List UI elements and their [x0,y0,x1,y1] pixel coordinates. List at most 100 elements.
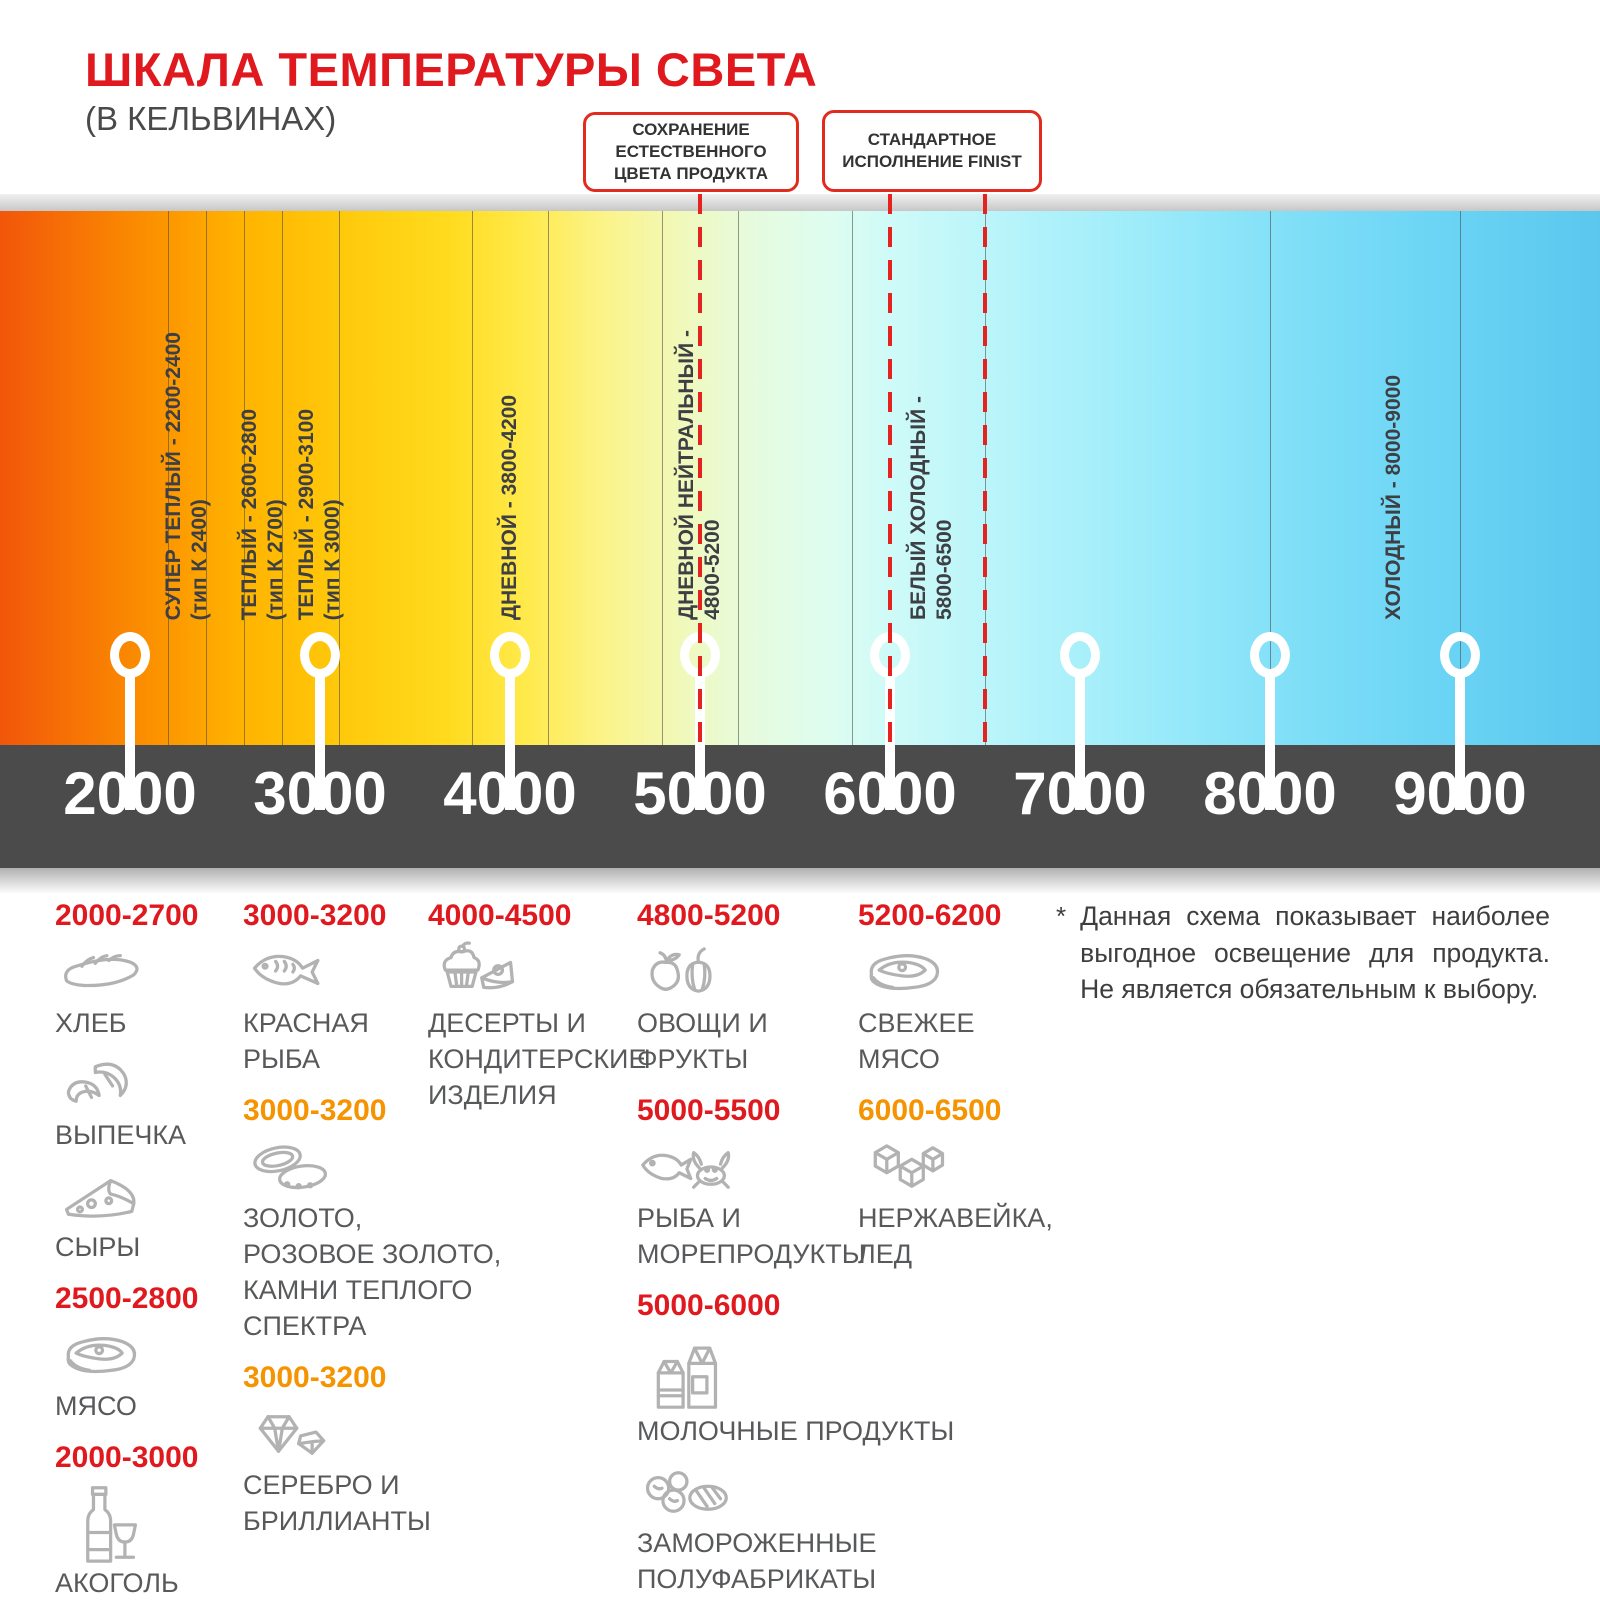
dessert-icon [428,941,633,1003]
band-boundary-line [1270,211,1271,745]
legend-item-label: РЫБА И МОРЕПРОДУКТЫ [637,1203,866,1269]
legend-item-label: ВЫПЕЧКА [55,1120,187,1150]
page-subtitle: (В КЕЛЬВИНАХ) [85,100,337,137]
legend-column: 4000-4500 ДЕСЕРТЫ И КОНДИТЕРСКИЕ ИЗДЕЛИЯ [428,898,646,1129]
fruits-icon [637,941,857,1003]
footnote-text: Данная схема показывает наиболее выгодно… [1080,901,1550,1005]
band-label: ТЕПЛЫЙ - 2900-3100 (тип К 3000) [294,409,347,620]
band-label-name: СУПЕР ТЕПЛЫЙ - 2200-2400 [161,331,185,620]
band-label-name: ТЕПЛЫЙ - 2900-3100 [294,408,318,620]
callout-marker-line [698,194,702,745]
band-boundary-line [1460,211,1461,745]
band-boundary-line [206,211,207,745]
alcohol-icon [55,1483,235,1563]
pin-head [1440,632,1480,678]
legend-range-heading: 5000-5500 [637,1094,781,1127]
legend-item-label: ХЛЕБ [55,1008,127,1038]
band-boundary-line [339,211,340,745]
legend-group: 2000-3000 АКОГОЛЬ [55,1440,235,1600]
meat-icon [858,941,1053,1003]
scale-pin [1440,632,1480,810]
legend-range-heading: 5000-6000 [637,1289,781,1322]
pin-head [1060,632,1100,678]
band-boundary-line [852,211,853,745]
legend-item-label: МОЛОЧНЫЕ ПРОДУКТЫ [637,1416,955,1446]
ice-icon [858,1136,1053,1198]
band-label: СУПЕР ТЕПЛЫЙ - 2200-2400 (тип К 2400) [161,332,214,620]
band-boundary-line [168,211,169,745]
legend-column: 3000-3200 КРАСНАЯ РЫБА 3000-3200 ЗОЛОТО, РО… [243,898,501,1555]
legend-range-heading: 3000-3200 [243,899,387,932]
legend-item-label: ЗОЛОТО, РОЗОВОЕ ЗОЛОТО, КАМНИ ТЕПЛОГО СП… [243,1203,502,1341]
footnote-asterisk: * [1056,901,1067,931]
band-label-range: 4800-5200 [701,519,724,620]
legend-item-label: ДЕСЕРТЫ И КОНДИТЕРСКИЕ ИЗДЕЛИЯ [428,1008,647,1110]
legend-group: 5000-5500 РЫБА И МОРЕПРОДУКТЫ [637,1093,866,1272]
band-boundary-line [472,211,473,745]
fish-icon [243,941,483,1003]
milk-icon [637,1331,857,1411]
legend-column: 5200-6200 СВЕЖЕЕ МЯСО 6000-6500 НЕРЖАВЕЙКА,… [858,898,1053,1288]
legend-group: 6000-6500 НЕРЖАВЕЙКА, ЛЕД [858,1093,1053,1272]
band-label-name: ДНЕВНОЙ НЕЙТРАЛЬНЫЙ - [674,330,698,620]
scale-pin [110,632,150,810]
jewelry-icon [243,1136,483,1198]
band-label-name: ДНЕВНОЙ - 3800-4200 [497,395,521,620]
legend-column: 4800-5200 ОВОЩИ И ФРУКТЫ 5000-5500 РЫБА И М… [637,898,954,1600]
band-boundary-line [282,211,283,745]
band-label-range: (тип К 3000) [321,498,344,620]
legend-range-heading: 4000-4500 [428,899,572,932]
legend-group: 2500-2800 МЯСО [55,1281,235,1424]
scale-pin [1250,632,1290,810]
callout-natural-color: СОХРАНЕНИЕ ЕСТЕСТВЕННОГО ЦВЕТА ПРОДУКТА [583,112,799,192]
pin-head [300,632,340,678]
temperature-gradient-strip: СУПЕР ТЕПЛЫЙ - 2200-2400 (тип К 2400) ТЕПЛ… [0,211,1600,745]
legend-group: 5000-6000 МОЛОЧНЫЕ ПРОДУКТЫ ЗАМОРОЖЕННЫЕ П… [637,1288,954,1597]
callout-natural-color-text: СОХРАНЕНИЕ ЕСТЕСТВЕННОГО ЦВЕТА ПРОДУКТА [614,119,768,184]
legend-item-label: ОВОЩИ И ФРУКТЫ [637,1008,768,1074]
band-label: БЕЛЫЙ ХОЛОДНЫЙ -5800-6500 [906,396,959,620]
page-title: ШКАЛА ТЕМПЕРАТУРЫ СВЕТА [85,43,818,96]
band-boundary-line [548,211,549,745]
legend-range-heading: 4800-5200 [637,899,781,932]
legend-item-label: ЗАМОРОЖЕННЫЕ ПОЛУФАБРИКАТЫ [637,1528,877,1594]
legend-column: 2000-2700 ХЛЕБ ВЫПЕЧКА СЫРЫ 2500-2800 МЯСО 200… [55,898,235,1600]
pin-stem [1075,676,1085,810]
band-label-name: ТЕПЛЫЙ - 2600-2800 [237,408,261,620]
band-boundary-line [662,211,663,745]
pin-head [110,632,150,678]
band-label-name: ХОЛОДНЫЙ - 8000-9000 [1381,375,1405,620]
legend-item-label: АКОГОЛЬ [55,1568,179,1598]
legend-item-label: СВЕЖЕЕ МЯСО [858,1008,975,1074]
diamond-icon [243,1403,483,1465]
pin-head [1250,632,1290,678]
pin-stem [1455,676,1465,810]
pin-stem [125,676,135,810]
legend-item-label: КРАСНАЯ РЫБА [243,1008,369,1074]
band-label-range: (тип К 2700) [264,498,287,620]
bread-icon [55,941,235,1003]
legend-range-heading: 6000-6500 [858,1094,1002,1127]
legend-group: 5200-6200 СВЕЖЕЕ МЯСО [858,898,1053,1077]
legend-group: 3000-3200 ЗОЛОТО, РОЗОВОЕ ЗОЛОТО, КАМНИ Т… [243,1093,501,1344]
cheese-icon [55,1165,235,1227]
pin-stem [1265,676,1275,810]
legend-item-label: СЫРЫ [55,1232,141,1262]
bar-bottom-shadow [0,868,1600,894]
band-label: ХОЛОДНЫЙ - 8000-9000 [1380,375,1406,620]
frozen-icon [637,1461,857,1523]
band-label-range: (тип К 2400) [188,498,211,620]
legend-item-label: МЯСО [55,1391,137,1421]
legend-group: 4000-4500 ДЕСЕРТЫ И КОНДИТЕРСКИЕ ИЗДЕЛИЯ [428,898,646,1113]
band-label: ТЕПЛЫЙ - 2600-2800 (тип К 2700) [237,409,290,620]
legend-group: 3000-3200 КРАСНАЯ РЫБА [243,898,483,1077]
legend-item-label: СЕРЕБРО И БРИЛЛИАНТЫ [243,1470,431,1536]
band-label-name: БЕЛЫЙ ХОЛОДНЫЙ - [906,396,930,620]
legend-group: 3000-3200 СЕРЕБРО И БРИЛЛИАНТЫ [243,1360,483,1539]
legend-group: 2000-2700 ХЛЕБ ВЫПЕЧКА СЫРЫ [55,898,235,1265]
band-label-range: 5800-6500 [932,519,956,620]
legend-item-label: НЕРЖАВЕЙКА, ЛЕД [858,1203,1053,1269]
footnote: * Данная схема показывает наиболее выгод… [1056,898,1550,1008]
pin-stem [505,676,515,810]
